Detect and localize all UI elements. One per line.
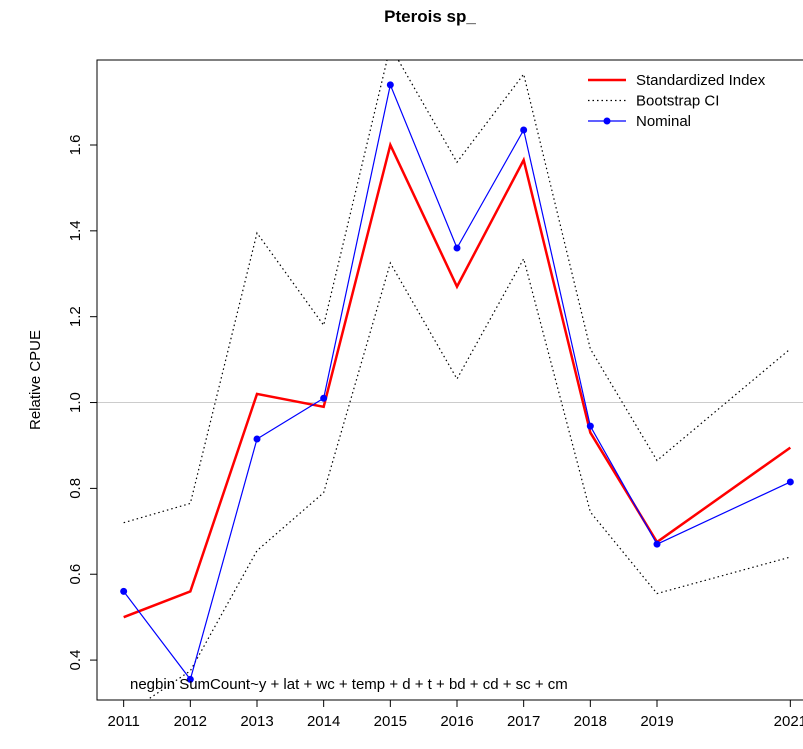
x-tick-label: 2019 [640, 713, 673, 730]
annotation: negbin SumCount~y + lat + wc + temp + d … [130, 676, 568, 693]
legend-point [603, 117, 611, 125]
series-line [123, 141, 792, 619]
point [186, 675, 194, 683]
point [520, 126, 528, 134]
x-tick-label: 2014 [307, 713, 340, 730]
point [386, 81, 394, 89]
series-line [123, 82, 791, 681]
plot-area [97, 60, 803, 700]
series-line [146, 257, 791, 700]
y-tick-label: 0.4 [67, 650, 84, 671]
y-axis-label: Relative CPUE [27, 330, 44, 430]
series-line [123, 60, 791, 524]
y-tick-label: 1.4 [67, 220, 84, 241]
point [786, 478, 794, 486]
point [653, 540, 661, 548]
point [120, 587, 128, 595]
y-tick-label: 1.6 [67, 135, 84, 156]
x-tick-label: 2015 [374, 713, 407, 730]
legend-label: Standardized Index [636, 72, 766, 89]
x-tick-label: 2011 [108, 713, 140, 730]
point [453, 244, 461, 252]
legend-label: Bootstrap CI [636, 93, 719, 110]
x-tick-label: 2012 [174, 713, 207, 730]
x-tick-label: 2017 [507, 713, 540, 730]
plot-box [96, 59, 803, 701]
x-tick-label: 2013 [240, 713, 273, 730]
legend-label: Nominal [636, 113, 691, 130]
point [253, 435, 261, 443]
point [586, 422, 594, 430]
y-tick-label: 1.2 [67, 306, 84, 327]
x-tick-label: 2021 [774, 713, 803, 730]
y-tick-label: 1.0 [67, 392, 84, 413]
chart-title: Pterois sp_ [384, 7, 476, 26]
x-tick-label: 2016 [440, 713, 473, 730]
y-tick-label: 0.6 [67, 564, 84, 585]
x-tick-label: 2018 [574, 713, 607, 730]
y-tick-label: 0.8 [67, 478, 84, 499]
point [320, 394, 328, 402]
